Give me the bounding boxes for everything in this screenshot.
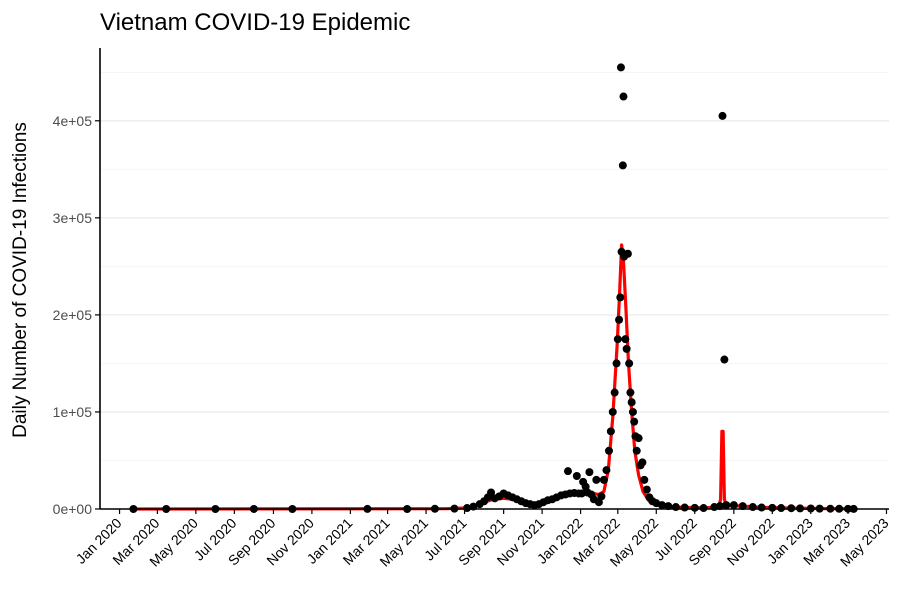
grid — [100, 71, 889, 510]
data-point — [757, 503, 766, 512]
data-point — [720, 355, 729, 364]
points-layer — [129, 63, 858, 513]
data-point — [632, 446, 641, 455]
data-point — [592, 475, 601, 484]
y-axis-label: Daily Number of COVID-19 Infections — [10, 122, 31, 438]
data-point — [738, 502, 747, 511]
data-point — [671, 503, 680, 512]
data-point — [729, 501, 738, 510]
trend-line — [133, 243, 854, 511]
data-point — [642, 485, 651, 494]
data-point — [638, 458, 647, 467]
data-point — [622, 344, 631, 353]
data-point — [657, 501, 666, 510]
data-point — [718, 111, 727, 120]
data-point — [626, 388, 635, 397]
chart-title: Vietnam COVID-19 Epidemic — [100, 9, 410, 36]
data-point — [625, 359, 634, 368]
data-point — [585, 468, 594, 477]
data-point — [777, 504, 786, 513]
data-point — [572, 472, 581, 481]
data-point — [608, 407, 617, 416]
data-point — [630, 417, 639, 426]
data-point — [768, 503, 777, 512]
data-point — [602, 466, 611, 475]
y-tick-label: 3e+05 — [53, 210, 93, 226]
data-point — [616, 293, 625, 302]
y-tick-label: 4e+05 — [53, 113, 93, 129]
data-point — [619, 92, 628, 101]
data-point — [597, 492, 606, 501]
data-point — [610, 388, 619, 397]
data-point — [627, 398, 636, 407]
y-tick-label: 0e+00 — [53, 501, 93, 517]
data-point — [487, 488, 496, 497]
data-point — [613, 335, 622, 344]
data-point — [748, 503, 757, 512]
data-point — [606, 427, 615, 436]
data-point — [615, 315, 624, 324]
data-point — [699, 504, 708, 513]
data-point — [722, 501, 731, 510]
data-point — [628, 407, 637, 416]
data-point — [616, 63, 625, 72]
data-point — [621, 335, 630, 344]
data-point — [599, 475, 608, 484]
y-tick-label: 1e+05 — [53, 404, 93, 420]
data-point — [563, 467, 572, 476]
data-point — [612, 359, 621, 368]
data-point — [664, 502, 673, 511]
trend-line-layer — [133, 243, 854, 511]
data-point — [640, 475, 649, 484]
data-point — [634, 434, 643, 443]
data-point — [680, 503, 689, 512]
data-point — [618, 161, 627, 170]
data-point — [690, 503, 699, 512]
data-point — [623, 249, 632, 258]
y-tick-label: 2e+05 — [53, 307, 93, 323]
data-point — [604, 446, 613, 455]
data-point — [715, 502, 724, 511]
